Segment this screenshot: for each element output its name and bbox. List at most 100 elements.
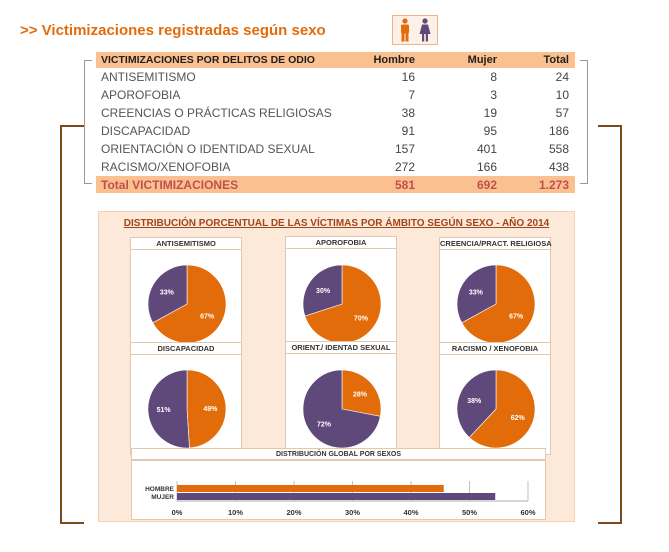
total-mujer: 692	[476, 177, 497, 192]
bar-tick-label: 20%	[286, 508, 301, 517]
pie-slice-label: 51%	[157, 407, 172, 414]
row-hombre: 38	[401, 106, 415, 120]
header-hombre: Hombre	[373, 54, 415, 66]
row-total: 24	[555, 70, 569, 84]
table-bracket-left	[84, 60, 92, 184]
pie-title-orientacion: ORIENT./ IDENTAD SEXUAL	[285, 341, 397, 354]
table-row: ORIENTACIÓN O IDENTIDAD SEXUAL 157 401 5…	[96, 140, 575, 158]
pie-slice-label: 38%	[467, 398, 482, 405]
pie-slice-hombre	[152, 264, 227, 344]
pie-slice-label: 33%	[469, 290, 484, 297]
row-mujer: 401	[476, 142, 497, 156]
total-total: 1.273	[538, 177, 569, 192]
row-mujer: 3	[490, 88, 497, 102]
row-name: ANTISEMITISMO	[101, 70, 196, 84]
row-hombre: 91	[401, 124, 415, 138]
pie-slice-mujer	[302, 369, 381, 449]
bar-tick-label: 50%	[462, 508, 477, 517]
pie-slice-mujer	[147, 369, 190, 449]
pie-card-orientacion: 28% 72%	[285, 353, 397, 455]
pie-card-racismo: 62% 38%	[439, 353, 551, 455]
row-total: 186	[548, 124, 569, 138]
row-name: CREENCIAS O PRÁCTICAS RELIGIOSAS	[101, 106, 332, 120]
pie-card-aporofobia: 70% 30%	[285, 248, 397, 350]
row-hombre: 157	[394, 142, 415, 156]
row-total: 558	[548, 142, 569, 156]
row-mujer: 19	[483, 106, 497, 120]
pie-slice-mujer	[456, 264, 497, 324]
pie-slice-hombre	[304, 264, 382, 344]
charts-panel: DISTRIBUCIÓN PORCENTUAL DE LAS VÍCTIMAS …	[98, 211, 575, 522]
pie-slice-label: 28%	[353, 392, 368, 399]
table-total-row: Total VICTIMIZACIONES 581 692 1.273	[96, 176, 575, 193]
man-icon	[401, 18, 409, 42]
bar-tick-label: 40%	[403, 508, 418, 517]
table-bracket-right	[580, 60, 588, 184]
pie-slice-label: 33%	[160, 290, 175, 297]
table-body: ANTISEMITISMO 16 8 24 APOROFOBIA 7 3 10 …	[96, 68, 575, 176]
pie-slice-mujer	[456, 369, 497, 438]
pie-title-discapacidad: DISCAPACIDAD	[130, 342, 242, 355]
pie-title-aporofobia: APOROFOBIA	[285, 236, 397, 249]
pie-slice-label: 62%	[511, 415, 526, 422]
gender-icons	[392, 15, 438, 45]
bar-mujer	[177, 493, 496, 500]
pie-slice-mujer	[302, 264, 343, 317]
row-hombre: 7	[408, 88, 415, 102]
table-header: VICTIMIZACIONES POR DELITOS DE ODIO Homb…	[96, 52, 575, 68]
pie-title-racismo: RACISMO / XENOFOBIA	[439, 342, 551, 355]
frame-right	[598, 125, 622, 524]
row-name: RACISMO/XENOFOBIA	[101, 160, 231, 174]
pie-slice-hombre	[341, 369, 382, 417]
bar-card-global: 0% 10% 20% 30% 40% 50% 60% HOMBRE MUJER	[131, 460, 546, 520]
total-name: Total VICTIMIZACIONES	[101, 177, 239, 192]
bar-tick-label: 60%	[520, 508, 535, 517]
row-mujer: 95	[483, 124, 497, 138]
pie-slice-label: 67%	[200, 313, 215, 320]
bar-title-global: DISTRIBUCIÓN GLOBAL POR SEXOS	[131, 448, 546, 460]
page-title: >> Victimizaciones registradas según sex…	[20, 22, 326, 39]
header-category: VICTIMIZACIONES POR DELITOS DE ODIO	[101, 54, 315, 66]
pie-card-antisemitismo: 67% 33%	[130, 248, 242, 350]
table-row: ANTISEMITISMO 16 8 24	[96, 68, 575, 86]
table-row: DISCAPACIDAD 91 95 186	[96, 122, 575, 140]
frame-left	[60, 125, 84, 524]
pie-slice-label: 67%	[509, 313, 524, 320]
pie-slice-label: 49%	[203, 406, 218, 413]
pie-slice-label: 72%	[317, 421, 332, 428]
header-mujer: Mujer	[467, 54, 497, 66]
row-hombre: 272	[394, 160, 415, 174]
row-total: 57	[555, 106, 569, 120]
bar-category-label: HOMBRE	[145, 486, 175, 493]
pie-slice-hombre	[186, 369, 227, 449]
bar-category-label: MUJER	[151, 494, 174, 501]
table-row: CREENCIAS O PRÁCTICAS RELIGIOSAS 38 19 5…	[96, 104, 575, 122]
row-name: DISCAPACIDAD	[101, 124, 191, 138]
pie-card-discapacidad: 49% 51%	[130, 353, 242, 455]
pie-slice-hombre	[468, 369, 536, 449]
pie-slice-hombre	[461, 264, 536, 344]
row-name: APOROFOBIA	[101, 88, 181, 102]
row-hombre: 16	[401, 70, 415, 84]
pie-slice-mujer	[147, 264, 188, 324]
row-name: ORIENTACIÓN O IDENTIDAD SEXUAL	[101, 142, 315, 156]
table-row: APOROFOBIA 7 3 10	[96, 86, 575, 104]
bar-tick-label: 30%	[345, 508, 360, 517]
pie-slice-label: 70%	[354, 315, 369, 322]
pie-title-creencias: CREENCIA/PRACT. RELIGIOSA	[439, 237, 552, 250]
header-total: Total	[543, 54, 569, 66]
row-total: 10	[555, 88, 569, 102]
total-hombre: 581	[394, 177, 415, 192]
row-mujer: 8	[490, 70, 497, 84]
bar-hombre	[177, 485, 444, 492]
pie-slice-label: 30%	[316, 288, 331, 295]
pie-card-creencias: 67% 33%	[439, 248, 551, 350]
woman-icon	[419, 18, 431, 42]
pie-title-antisemitismo: ANTISEMITISMO	[130, 237, 242, 250]
bar-tick-label: 10%	[228, 508, 243, 517]
row-total: 438	[548, 160, 569, 174]
row-mujer: 166	[476, 160, 497, 174]
bar-tick-label: 0%	[172, 508, 183, 517]
victimizations-table: VICTIMIZACIONES POR DELITOS DE ODIO Homb…	[96, 52, 575, 193]
panel-title: DISTRIBUCIÓN PORCENTUAL DE LAS VÍCTIMAS …	[123, 218, 550, 229]
